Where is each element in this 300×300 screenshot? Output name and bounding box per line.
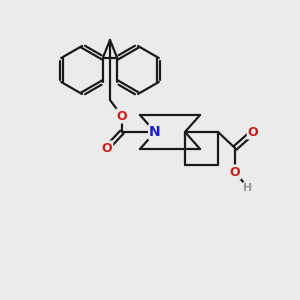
Text: O: O — [230, 166, 240, 178]
Text: O: O — [102, 142, 112, 154]
Text: N: N — [149, 125, 161, 139]
Text: H: H — [243, 183, 253, 193]
Text: O: O — [117, 110, 127, 122]
Text: O: O — [248, 125, 258, 139]
